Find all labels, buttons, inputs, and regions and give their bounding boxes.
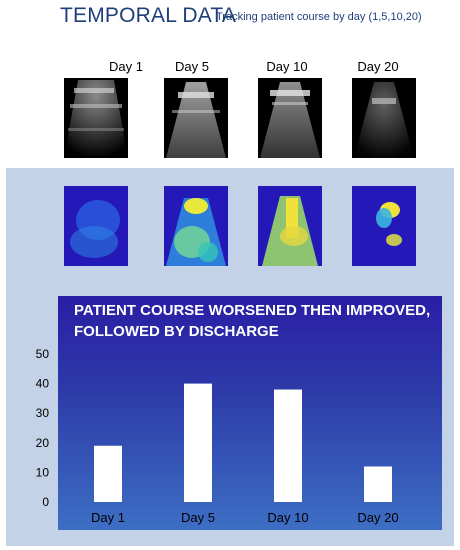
ultrasound-image-day-10 bbox=[258, 78, 322, 158]
x-tick-label: Day 20 bbox=[357, 510, 398, 525]
day-label-1: Day 1 bbox=[109, 59, 143, 74]
page-title: TEMPORAL DATA bbox=[60, 4, 237, 27]
y-tick-label: 30 bbox=[36, 406, 50, 420]
bar-day-1 bbox=[94, 445, 122, 502]
bar-day-20 bbox=[364, 466, 392, 502]
heatmap-image-day-5 bbox=[164, 186, 228, 266]
y-tick-label: 20 bbox=[36, 436, 50, 450]
ultrasound-image-day-5 bbox=[164, 78, 228, 158]
heatmap-image-day-10 bbox=[258, 186, 322, 266]
x-tick-label: Day 10 bbox=[267, 510, 308, 525]
ultrasound-image-day-20 bbox=[352, 78, 416, 158]
x-tick-label: Day 1 bbox=[91, 510, 125, 525]
bar-day-10 bbox=[274, 389, 302, 502]
heatmap-image-day-20 bbox=[352, 186, 416, 266]
day-label-20: Day 20 bbox=[357, 59, 399, 74]
page-subtitle: Tracking patient course by day (1,5,10,2… bbox=[216, 11, 422, 23]
day-label-10: Day 10 bbox=[266, 59, 308, 74]
header: TEMPORAL DATA Tracking patient course by… bbox=[0, 0, 460, 40]
y-tick-label: 0 bbox=[42, 495, 49, 509]
heatmap-image-day-1 bbox=[64, 186, 128, 266]
bar-day-5 bbox=[184, 383, 212, 502]
chart-title: PATIENT COURSE WORSENED THEN IMPROVED, F… bbox=[74, 302, 431, 340]
x-tick-label: Day 5 bbox=[181, 510, 215, 525]
ultrasound-image-day-1 bbox=[64, 78, 128, 158]
y-tick-label: 10 bbox=[36, 465, 50, 479]
day-label-5: Day 5 bbox=[175, 59, 209, 74]
y-tick-label: 40 bbox=[36, 377, 50, 391]
y-tick-label: 50 bbox=[36, 347, 50, 361]
